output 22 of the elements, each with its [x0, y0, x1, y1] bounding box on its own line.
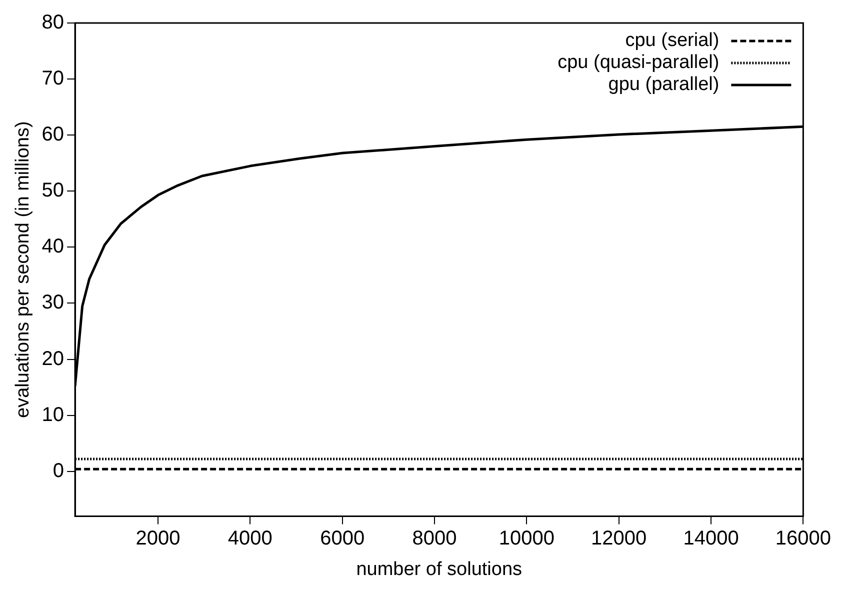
- x-axis-title: number of solutions: [356, 558, 522, 580]
- legend-label: cpu (serial): [625, 30, 720, 52]
- y-tick-label: 60: [42, 124, 64, 146]
- x-tick-label: 12000: [591, 528, 647, 550]
- x-tick-label: 14000: [683, 528, 739, 550]
- legend-label: gpu (parallel): [608, 74, 720, 96]
- y-axis-title: evaluations per second (in millions): [12, 121, 34, 418]
- y-tick-label: 50: [42, 180, 64, 202]
- y-tick-label: 10: [42, 404, 64, 426]
- legend-label: cpu (quasi-parallel): [558, 52, 720, 74]
- x-tick-label: 2000: [136, 528, 180, 550]
- y-tick-label: 30: [42, 292, 64, 314]
- x-tick-label: 16000: [775, 528, 832, 550]
- x-tick-label: 10000: [498, 528, 554, 550]
- y-tick-label: 20: [42, 348, 64, 370]
- x-tick-label: 6000: [320, 528, 365, 550]
- y-tick-label: 80: [42, 12, 64, 34]
- y-tick-label: 40: [42, 236, 64, 258]
- y-tick-label: 70: [42, 68, 64, 90]
- y-tick-label: 0: [52, 460, 64, 482]
- x-tick-label: 8000: [412, 528, 457, 550]
- x-tick-label: 4000: [228, 528, 272, 550]
